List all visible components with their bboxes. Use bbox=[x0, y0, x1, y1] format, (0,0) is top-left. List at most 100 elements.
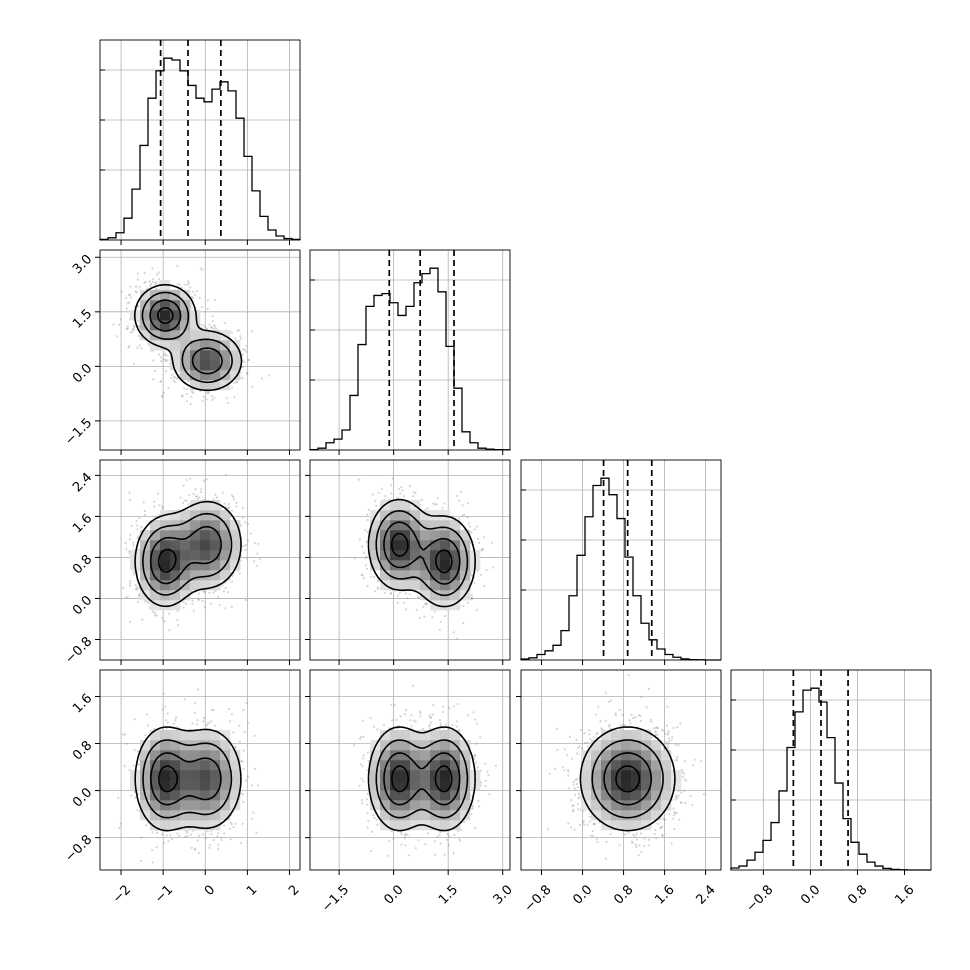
density-cell bbox=[160, 330, 171, 341]
sample-point bbox=[401, 489, 404, 492]
sample-point bbox=[436, 497, 439, 500]
sample-point bbox=[245, 350, 248, 353]
sample-point bbox=[481, 548, 484, 552]
contour-level-1 bbox=[156, 307, 174, 324]
sample-point bbox=[167, 840, 170, 843]
sample-point bbox=[374, 499, 377, 502]
hist-panel-4 bbox=[730, 669, 932, 871]
sample-point bbox=[132, 328, 135, 331]
sample-point bbox=[124, 596, 128, 599]
sample-point bbox=[480, 549, 483, 552]
sample-point bbox=[157, 278, 161, 281]
sample-point bbox=[462, 604, 465, 608]
sample-point bbox=[125, 327, 128, 330]
sample-point bbox=[176, 832, 179, 835]
density-cell bbox=[200, 530, 211, 541]
sample-point bbox=[444, 614, 447, 618]
density-cell bbox=[380, 570, 391, 581]
sample-point bbox=[172, 379, 175, 382]
density-cell bbox=[140, 530, 151, 541]
density-cell bbox=[150, 570, 161, 581]
density-cell bbox=[170, 570, 181, 581]
density-cell bbox=[150, 560, 161, 571]
histogram-steps bbox=[309, 267, 511, 451]
sample-point bbox=[132, 544, 135, 547]
density-cell bbox=[410, 580, 421, 591]
sample-point bbox=[155, 287, 158, 290]
sample-point bbox=[461, 514, 464, 517]
sample-point bbox=[163, 352, 167, 355]
sample-point bbox=[443, 502, 446, 505]
contour-level-1 bbox=[157, 548, 177, 573]
sample-point bbox=[197, 598, 200, 602]
density-cell bbox=[150, 530, 161, 541]
sample-point bbox=[186, 283, 189, 286]
density-cell bbox=[190, 380, 201, 391]
sample-point bbox=[455, 637, 459, 640]
sample-point bbox=[241, 353, 244, 356]
sample-point bbox=[226, 507, 229, 510]
sample-point bbox=[441, 507, 444, 510]
sample-point bbox=[225, 505, 228, 508]
sample-point bbox=[404, 608, 408, 611]
sample-point bbox=[136, 272, 139, 275]
sample-point bbox=[191, 390, 194, 393]
contour-level-2 bbox=[383, 521, 461, 585]
sample-point bbox=[136, 278, 139, 281]
contour-level-2 bbox=[149, 299, 223, 375]
sample-point bbox=[358, 538, 361, 541]
density-cell bbox=[410, 550, 421, 561]
sample-point bbox=[245, 344, 248, 348]
sample-point bbox=[195, 495, 198, 498]
sample-point bbox=[249, 532, 252, 535]
density-cell bbox=[190, 540, 201, 551]
sample-point bbox=[473, 582, 476, 585]
density-cell bbox=[420, 530, 431, 541]
sample-point bbox=[223, 502, 226, 505]
sample-point bbox=[239, 335, 242, 338]
density-cell bbox=[180, 310, 191, 321]
density-cell bbox=[160, 570, 171, 581]
hist-panel-3 bbox=[520, 459, 722, 661]
sample-point bbox=[185, 499, 188, 502]
sample-point bbox=[242, 708, 245, 712]
density-cell bbox=[170, 540, 181, 551]
density-cell bbox=[390, 560, 401, 571]
density-cell bbox=[460, 580, 471, 591]
sample-point bbox=[224, 322, 227, 325]
sample-point bbox=[435, 503, 438, 506]
sample-point bbox=[201, 599, 204, 603]
density-cell bbox=[220, 510, 231, 521]
density-cell bbox=[370, 560, 381, 571]
sample-point bbox=[205, 837, 208, 840]
sample-point bbox=[361, 574, 364, 577]
sample-point bbox=[258, 558, 262, 561]
sample-point bbox=[408, 593, 411, 596]
density-cell bbox=[370, 540, 381, 551]
sample-point bbox=[458, 499, 461, 502]
sample-point bbox=[135, 291, 138, 294]
sample-point bbox=[390, 592, 393, 595]
histogram-steps bbox=[99, 57, 301, 241]
sample-point bbox=[234, 822, 237, 825]
density-cell bbox=[140, 290, 151, 301]
sample-point bbox=[208, 323, 211, 326]
density-cell bbox=[160, 520, 171, 531]
sample-point bbox=[384, 494, 387, 498]
sample-point bbox=[365, 567, 369, 570]
density-cell bbox=[150, 550, 161, 561]
density-cell bbox=[450, 570, 461, 581]
sample-point bbox=[128, 294, 131, 297]
density-cell bbox=[450, 550, 461, 561]
sample-point bbox=[128, 345, 131, 348]
density-cell bbox=[180, 370, 191, 381]
sample-point bbox=[136, 537, 139, 540]
sample-point bbox=[194, 488, 197, 491]
sample-point bbox=[185, 602, 188, 606]
sample-point bbox=[227, 503, 230, 506]
density-cell bbox=[210, 560, 221, 571]
sample-point bbox=[184, 283, 187, 286]
sample-point bbox=[366, 513, 369, 516]
histogram-steps bbox=[520, 477, 721, 661]
sample-point bbox=[383, 591, 386, 595]
